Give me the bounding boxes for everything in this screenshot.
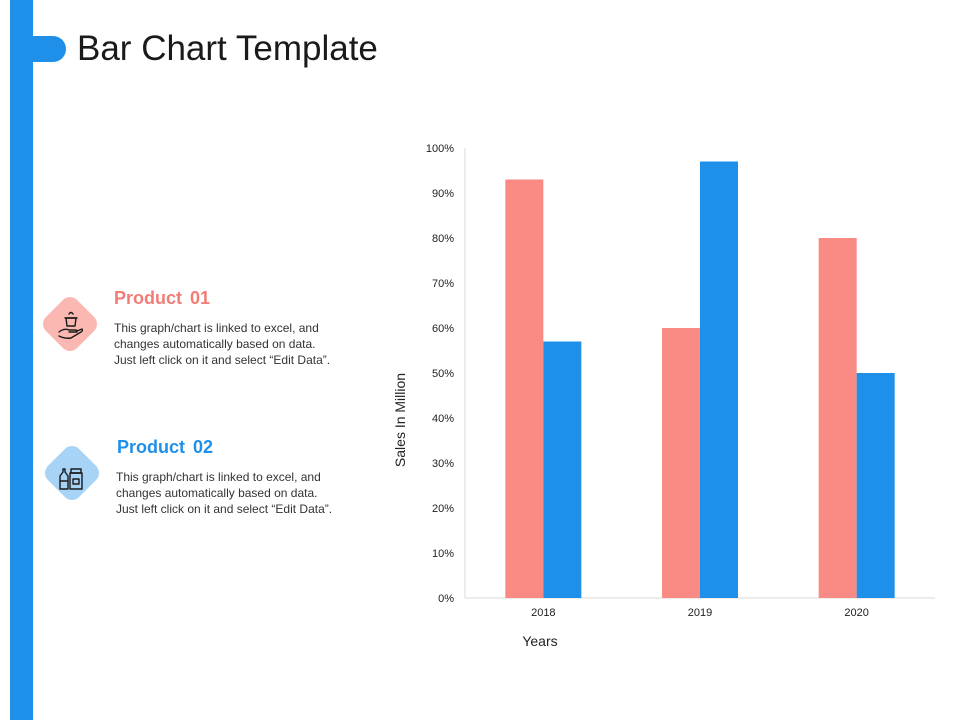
y-tick-label: 20% bbox=[432, 503, 454, 515]
x-tick-label: 2018 bbox=[531, 607, 555, 619]
side-accent-bar bbox=[10, 0, 33, 720]
product-02-heading: Product 02 bbox=[117, 437, 213, 458]
product-02-description: This graph/chart is linked to excel, and… bbox=[116, 469, 366, 517]
y-tick-label: 40% bbox=[432, 413, 454, 425]
product-01-number: 01 bbox=[190, 288, 211, 308]
y-tick-label: 100% bbox=[426, 143, 454, 155]
y-tick-label: 90% bbox=[432, 188, 454, 200]
y-tick-label: 70% bbox=[432, 278, 454, 290]
product-02-desc-line: Just left click on it and select “Edit D… bbox=[116, 502, 333, 516]
product-02-desc-line: changes automatically based on data. bbox=[116, 486, 318, 500]
product-01-heading: Product 01 bbox=[114, 288, 210, 309]
product-02-label: Product bbox=[117, 437, 186, 457]
bar bbox=[543, 341, 582, 598]
x-axis-title: Years bbox=[522, 633, 557, 649]
bar bbox=[818, 238, 857, 598]
x-tick-label: 2019 bbox=[688, 607, 712, 619]
y-tick-label: 0% bbox=[438, 593, 454, 605]
bar bbox=[505, 179, 544, 598]
bottles-jar-icon bbox=[42, 443, 102, 503]
product-01-desc-line: Just left click on it and select “Edit D… bbox=[114, 353, 331, 367]
y-tick-label: 60% bbox=[432, 323, 454, 335]
product-02-desc-line: This graph/chart is linked to excel, and bbox=[116, 470, 321, 484]
product-01-desc-line: This graph/chart is linked to excel, and bbox=[114, 321, 319, 335]
x-tick-label: 2020 bbox=[844, 607, 868, 619]
bar bbox=[856, 373, 895, 598]
y-tick-label: 50% bbox=[432, 368, 454, 380]
title-accent-pill bbox=[20, 36, 66, 62]
product-02-number: 02 bbox=[193, 437, 214, 457]
bar-chart-svg: 0% 10% 20% 30% 40% 50% 60% 70% 80% 90% 100% 2018 201… bbox=[392, 143, 935, 649]
product-01-label: Product bbox=[114, 288, 183, 308]
y-axis-title: Sales In Million bbox=[392, 373, 408, 467]
slide-title: Bar Chart Template bbox=[77, 29, 378, 68]
product-01-description: This graph/chart is linked to excel, and… bbox=[114, 320, 364, 368]
bar bbox=[700, 161, 738, 598]
y-tick-label: 10% bbox=[432, 548, 454, 560]
bar bbox=[662, 328, 700, 598]
y-tick-label: 30% bbox=[432, 458, 454, 470]
bar-chart: 0% 10% 20% 30% 40% 50% 60% 70% 80% 90% 100% 2018 201… bbox=[380, 130, 950, 660]
product-01-desc-line: changes automatically based on data. bbox=[114, 337, 316, 351]
y-tick-label: 80% bbox=[432, 233, 454, 245]
hand-holding-pot-icon bbox=[40, 294, 100, 354]
